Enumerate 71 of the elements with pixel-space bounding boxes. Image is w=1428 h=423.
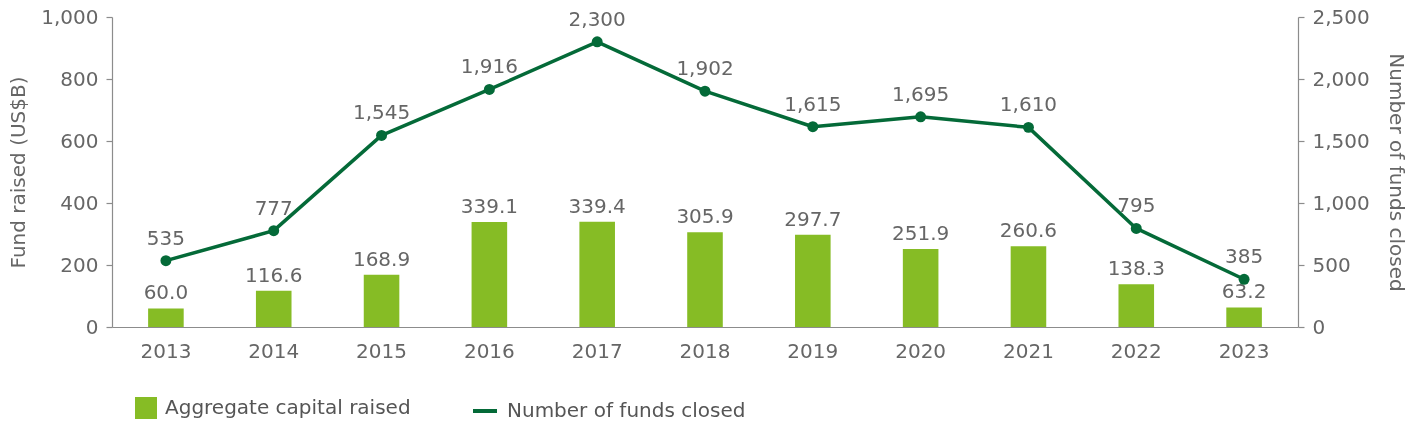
x-tick-label: 2023 [1218,338,1270,363]
data-label: 1,615 [784,91,842,116]
x-tick-label: 2016 [463,338,515,363]
data-label: 1,695 [892,81,950,106]
bar [1226,307,1262,327]
y-tick-label: 200 [60,252,99,277]
data-label: 116.6 [245,262,303,287]
data-label: 251.9 [892,220,950,245]
data-label: 1,916 [460,54,518,79]
bar [902,248,939,327]
data-label: 795 [1117,193,1156,218]
x-tick-label: 2021 [1003,338,1054,363]
data-label: 1,610 [999,92,1058,117]
point [160,255,172,267]
y2-tick-label: 1,000 [1312,190,1370,215]
x-tick-label: 2022 [1110,338,1162,363]
legend-label: Number of funds closed [507,398,746,422]
legend-label: Aggregate capital raised [165,395,411,419]
bar [255,290,292,327]
y-tick-label: 0 [85,314,99,339]
y2-axis-title: Number of funds closed [1384,53,1409,292]
data-label: 1,902 [676,56,734,81]
data-label: 260.6 [999,218,1058,243]
point [376,129,388,141]
point [1130,222,1142,234]
bar [687,232,723,327]
y2-tick-label: 0 [1312,314,1326,339]
bar [795,234,831,327]
x-tick-label: 2019 [787,338,839,363]
x-tick-label: 2014 [248,338,300,363]
bar [148,308,184,327]
y-tick-label: 400 [60,190,99,215]
y2-tick-label: 2,000 [1312,66,1370,91]
point [1022,121,1034,133]
data-label: 339.1 [460,193,518,218]
x-tick-label: 2013 [140,338,192,363]
y-tick-label: 600 [60,128,99,153]
bar [1010,246,1047,327]
bar [471,221,508,327]
data-label: 60.0 [143,280,189,305]
point [591,36,603,48]
y2-tick-label: 2,500 [1312,4,1370,29]
x-tick-label: 2017 [571,338,623,363]
data-label: 385 [1225,244,1264,269]
data-label: 1,545 [352,100,411,125]
point [483,83,495,95]
data-label: 339.4 [568,193,626,218]
data-label: 777 [254,195,293,220]
point [268,225,280,237]
x-tick-label: 2018 [679,338,731,363]
data-label: 305.9 [676,204,734,229]
x-tick-label: 2015 [356,338,407,363]
y2-tick-label: 500 [1312,252,1351,277]
data-label: 168.9 [352,246,411,271]
point [699,85,711,97]
x-tick-label: 2020 [895,338,947,363]
bar [1118,284,1155,327]
point [915,111,927,123]
data-label: 138.3 [1107,256,1165,281]
data-label: 63.2 [1221,279,1267,304]
bar [579,221,615,327]
y-tick-label: 800 [60,66,99,91]
y-tick-label: 1,000 [41,4,99,29]
data-label: 297.7 [784,206,842,231]
data-label: 535 [146,225,185,250]
point [807,121,819,133]
y-axis-title: Fund raised (US$B) [6,76,31,269]
data-label: 2,300 [568,6,626,31]
point [1238,273,1250,285]
bar [363,274,400,327]
y2-tick-label: 1,500 [1312,128,1370,153]
